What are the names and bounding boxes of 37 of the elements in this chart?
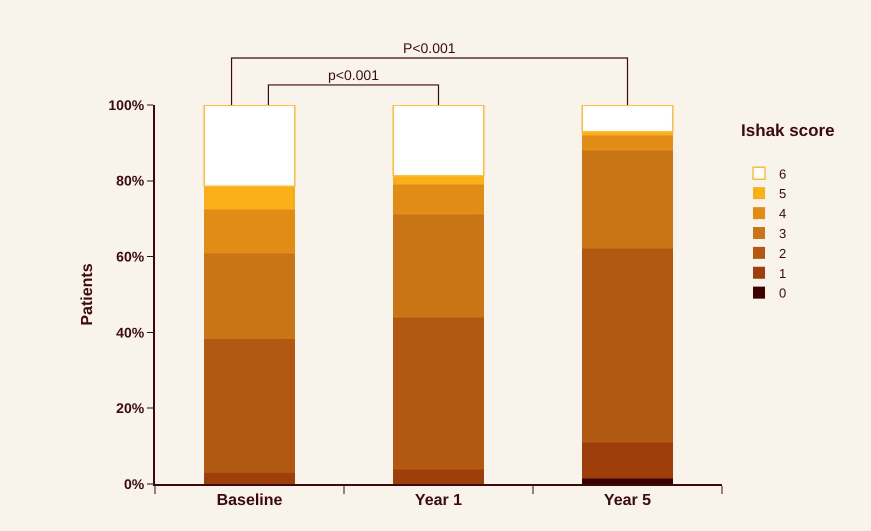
legend-label: 0 xyxy=(779,286,786,301)
y-tick-label: 60% xyxy=(116,248,145,264)
y-tick-label: 20% xyxy=(116,400,145,416)
bar xyxy=(581,105,674,133)
y-tick-label: 40% xyxy=(116,324,145,340)
bar xyxy=(393,214,484,318)
legend-label: 2 xyxy=(779,246,786,261)
y-tick-label: 100% xyxy=(108,96,145,113)
bar xyxy=(204,210,295,254)
bar xyxy=(203,105,296,187)
legend-label: 4 xyxy=(779,206,786,222)
legend-label: 1 xyxy=(779,266,786,281)
legend-label: 5 xyxy=(779,186,786,202)
legend-label: 6 xyxy=(779,166,786,182)
bar xyxy=(204,473,295,484)
bar xyxy=(204,186,295,210)
x-tick-label: Year 5 xyxy=(604,492,652,510)
bar xyxy=(582,442,673,479)
bar xyxy=(393,318,484,470)
text: P<0.001 xyxy=(403,40,456,56)
bar xyxy=(393,470,484,484)
x-tick-label: Baseline xyxy=(216,492,283,510)
y-tick-label: 0% xyxy=(124,476,145,492)
legend-title: Ishak score xyxy=(741,121,835,140)
text: p<0.001 xyxy=(328,67,380,83)
legend-label: 3 xyxy=(779,226,786,242)
y-axis-title: Patients xyxy=(78,263,96,326)
bar xyxy=(392,105,485,177)
bar xyxy=(393,176,484,185)
bar xyxy=(582,248,673,443)
y-tick-label: 80% xyxy=(116,172,145,189)
bar xyxy=(204,254,295,339)
x-tick-label: Year 1 xyxy=(414,492,462,510)
bar xyxy=(393,184,484,215)
bar xyxy=(582,136,673,150)
bar xyxy=(204,338,295,474)
bar xyxy=(582,150,673,249)
